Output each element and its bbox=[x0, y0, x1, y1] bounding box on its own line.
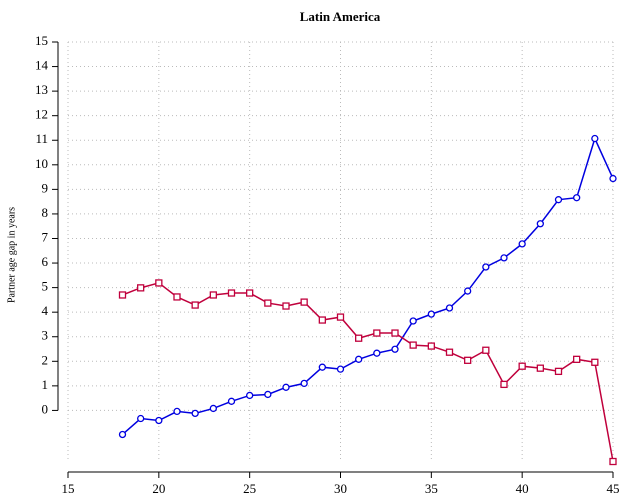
marker bbox=[300, 298, 308, 306]
x-tick-label: 20 bbox=[152, 481, 165, 496]
marker bbox=[554, 367, 563, 376]
marker bbox=[264, 299, 272, 307]
marker bbox=[209, 291, 217, 299]
marker bbox=[336, 365, 345, 373]
marker bbox=[318, 316, 326, 324]
y-tick-label: 0 bbox=[42, 401, 49, 416]
marker bbox=[391, 345, 399, 353]
marker bbox=[500, 380, 508, 389]
y-tick-label: 15 bbox=[35, 33, 48, 48]
x-tick-label: 40 bbox=[516, 481, 529, 496]
marker bbox=[518, 240, 526, 248]
x-tick-label: 45 bbox=[607, 481, 620, 496]
y-tick-label: 14 bbox=[35, 58, 49, 73]
marker bbox=[445, 304, 454, 312]
marker bbox=[591, 134, 599, 143]
marker bbox=[118, 430, 127, 439]
y-tick-label: 4 bbox=[42, 303, 49, 318]
y-tick-label: 8 bbox=[42, 205, 49, 220]
y-axis-label: Partner age gap in years bbox=[6, 207, 17, 303]
x-tick-label: 35 bbox=[425, 481, 438, 496]
y-tick-label: 6 bbox=[42, 254, 49, 269]
marker bbox=[118, 291, 127, 299]
marker bbox=[282, 383, 290, 391]
marker bbox=[554, 196, 563, 204]
marker bbox=[482, 263, 490, 271]
marker bbox=[464, 356, 472, 364]
marker bbox=[264, 390, 272, 399]
marker bbox=[191, 409, 199, 418]
marker bbox=[373, 329, 381, 337]
marker bbox=[227, 397, 236, 405]
marker bbox=[464, 287, 472, 295]
marker bbox=[409, 317, 417, 325]
marker bbox=[373, 349, 381, 357]
y-tick-label: 7 bbox=[42, 229, 49, 244]
x-tick-label: 15 bbox=[62, 481, 75, 496]
chart-title: Latin America bbox=[300, 9, 381, 24]
x-tick-label: 30 bbox=[334, 481, 347, 496]
marker bbox=[609, 174, 617, 183]
marker bbox=[282, 302, 290, 310]
y-tick-label: 1 bbox=[42, 377, 49, 392]
marker bbox=[536, 220, 544, 228]
y-tick-label: 3 bbox=[42, 328, 49, 343]
marker bbox=[173, 407, 181, 416]
marker bbox=[137, 414, 145, 423]
marker bbox=[155, 279, 163, 287]
marker bbox=[209, 404, 217, 413]
y-tick-label: 13 bbox=[35, 82, 48, 97]
y-tick-label: 5 bbox=[42, 279, 49, 294]
marker bbox=[518, 362, 526, 370]
marker bbox=[573, 355, 581, 363]
y-tick-label: 10 bbox=[35, 156, 48, 171]
marker bbox=[391, 329, 399, 337]
marker bbox=[573, 194, 581, 202]
marker bbox=[355, 355, 363, 363]
marker bbox=[482, 346, 490, 354]
marker bbox=[155, 416, 163, 425]
marker bbox=[227, 289, 236, 297]
marker bbox=[318, 363, 326, 371]
marker bbox=[191, 301, 199, 309]
marker bbox=[137, 284, 145, 292]
marker bbox=[427, 310, 435, 318]
marker bbox=[427, 342, 435, 350]
marker bbox=[246, 289, 254, 297]
line bbox=[122, 136, 614, 436]
marker bbox=[300, 379, 308, 388]
y-tick-label: 9 bbox=[42, 180, 49, 195]
marker bbox=[591, 358, 599, 366]
marker bbox=[445, 348, 454, 356]
y-tick-label: 11 bbox=[35, 131, 48, 146]
marker bbox=[173, 293, 181, 301]
line bbox=[122, 282, 614, 462]
y-tick-label: 2 bbox=[42, 352, 49, 367]
marker bbox=[246, 391, 254, 400]
marker bbox=[500, 254, 508, 262]
marker bbox=[336, 313, 345, 321]
x-tick-label: 25 bbox=[243, 481, 256, 496]
marker bbox=[536, 364, 544, 372]
marker bbox=[409, 341, 417, 349]
marker bbox=[609, 457, 617, 466]
y-tick-label: 12 bbox=[35, 107, 48, 122]
marker bbox=[355, 334, 363, 342]
